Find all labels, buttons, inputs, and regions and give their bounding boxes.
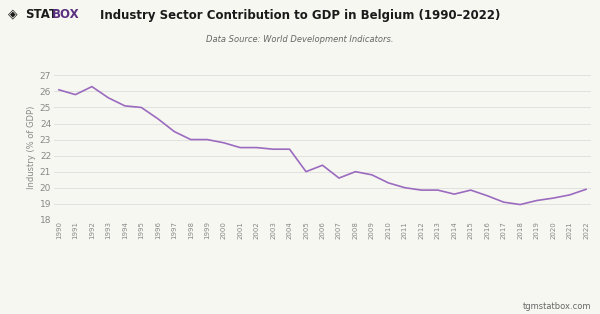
- Text: BOX: BOX: [52, 8, 80, 21]
- Text: STAT: STAT: [25, 8, 58, 21]
- Text: tgmstatbox.com: tgmstatbox.com: [523, 302, 591, 311]
- Y-axis label: Industry (% of GDP): Industry (% of GDP): [26, 106, 35, 189]
- Text: ◈: ◈: [8, 8, 17, 21]
- Text: Industry Sector Contribution to GDP in Belgium (1990–2022): Industry Sector Contribution to GDP in B…: [100, 9, 500, 22]
- Text: Data Source: World Development Indicators.: Data Source: World Development Indicator…: [206, 35, 394, 44]
